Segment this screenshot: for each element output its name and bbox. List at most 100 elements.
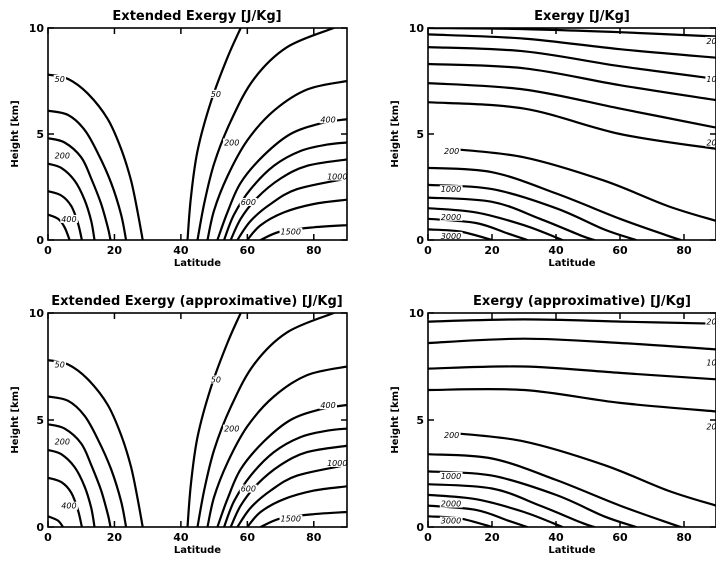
y-axis-label: Height [km] [10, 386, 21, 453]
x-tick-label: 20 [107, 244, 123, 257]
x-tick-label: 20 [484, 244, 500, 257]
x-tick-label: 0 [44, 244, 52, 257]
contour-line [223, 427, 347, 527]
y-tick-label: 10 [409, 22, 425, 35]
contour-line [48, 423, 112, 527]
x-tick-label: 40 [173, 531, 189, 544]
contour-label-bg [223, 138, 241, 147]
contour-label: 400 [61, 215, 76, 224]
contour-label: 100 [706, 358, 716, 367]
contour-label-bg [705, 138, 716, 147]
contour-panel-4: 200 100 200 200 1000 2000 3000 0 20 40 60 80 0 5 10 Lat… [390, 294, 716, 556]
contour-label-bg [439, 471, 463, 480]
contour-panel-3: 50 200 400 50 200 600 1500 400 1000 0 20 40 60 80 0 5 10… [10, 294, 349, 556]
contour-line [48, 359, 144, 527]
contour-label-bg [705, 75, 716, 83]
contour-label-bg [60, 214, 78, 223]
y-tick-label: 10 [409, 307, 425, 320]
contour-line [428, 46, 716, 80]
contour-label: 600 [241, 485, 256, 494]
x-tick-label: 20 [484, 531, 500, 544]
contour-line [259, 224, 347, 240]
x-tick-label: 80 [306, 531, 322, 544]
contour-line [428, 470, 638, 527]
contour-label-bg [705, 317, 716, 326]
contour-label-bg [53, 360, 67, 369]
contour-label: 1500 [281, 515, 301, 524]
contour-label: 200 [55, 438, 70, 447]
y-tick-label: 0 [36, 234, 44, 247]
contour-label: 50 [211, 90, 221, 99]
x-axis-label: Latitude [174, 545, 221, 556]
contour-label: 600 [241, 198, 256, 207]
contour-label-bg [439, 212, 463, 221]
contour-label-bg [239, 484, 258, 493]
x-tick-label: 80 [306, 244, 322, 257]
plot-frame [47, 312, 348, 528]
contour-label-bg [53, 75, 67, 83]
y-axis-label: Height [km] [390, 386, 401, 453]
contour-line [48, 162, 96, 240]
contour-panel-2: 200 100 200 200 1000 2000 3000 0 20 40 60 80 0 5 10 Lat… [390, 9, 716, 269]
contour-line [48, 476, 83, 527]
y-tick-label: 0 [36, 521, 44, 534]
contour-line [428, 483, 596, 527]
x-axis-label: Latitude [548, 545, 595, 556]
contour-line [216, 118, 347, 240]
plot-frame [47, 27, 348, 241]
contour-line [428, 82, 716, 129]
contour-label-bg [60, 501, 78, 510]
x-tick-label: 60 [612, 244, 628, 257]
chart-title: Extended Exergy [J/Kg] [112, 9, 281, 24]
y-tick-label: 5 [36, 128, 44, 141]
contour-label-bg [439, 499, 463, 508]
contour-line [236, 463, 347, 527]
contour-line [48, 137, 112, 240]
contour-line [449, 431, 716, 507]
plot-frame [427, 312, 716, 528]
contour-label-bg [705, 358, 716, 367]
contour-line [186, 313, 242, 527]
contour-label: 1000 [441, 185, 461, 194]
contour-line [206, 79, 347, 240]
contour-label-bg [326, 172, 349, 181]
y-tick-label: 10 [29, 22, 45, 35]
contour-label: 200 [55, 151, 70, 160]
contour-line [48, 109, 128, 240]
contour-label-bg [223, 424, 241, 433]
contour-lines [428, 318, 716, 527]
contour-label: 2000 [441, 500, 461, 509]
contour-line [259, 510, 347, 527]
contour-line [428, 365, 716, 381]
contour-line [428, 453, 682, 527]
contour-line [246, 485, 347, 527]
contour-line [428, 62, 716, 102]
contour-label-bg [439, 231, 463, 240]
contour-label-bg [209, 89, 223, 98]
contour-label-bg [326, 458, 349, 467]
x-tick-label: 60 [612, 531, 628, 544]
contour-label: 400 [320, 401, 335, 410]
contour-line [428, 166, 682, 240]
contour-label: 2000 [441, 213, 461, 222]
y-axis-label: Height [km] [390, 100, 401, 167]
contour-line [48, 395, 128, 527]
x-tick-label: 0 [44, 531, 52, 544]
contour-lines [48, 313, 347, 527]
chart-title: Exergy [J/Kg] [534, 9, 630, 24]
contour-line [428, 207, 564, 240]
x-tick-label: 40 [548, 244, 564, 257]
contour-line [216, 403, 347, 527]
contour-label: 200 [444, 431, 459, 440]
contour-label-bg [439, 185, 463, 194]
contour-label: 200 [706, 37, 716, 46]
contour-label-bg [319, 115, 338, 124]
x-tick-label: 80 [676, 244, 692, 257]
x-tick-label: 0 [424, 531, 432, 544]
contour-label: 1000 [327, 173, 347, 182]
contour-label-bg [439, 516, 463, 525]
contour-label-bg [209, 375, 223, 384]
contour-label: 1500 [281, 228, 301, 237]
contour-label-bg [705, 422, 716, 431]
